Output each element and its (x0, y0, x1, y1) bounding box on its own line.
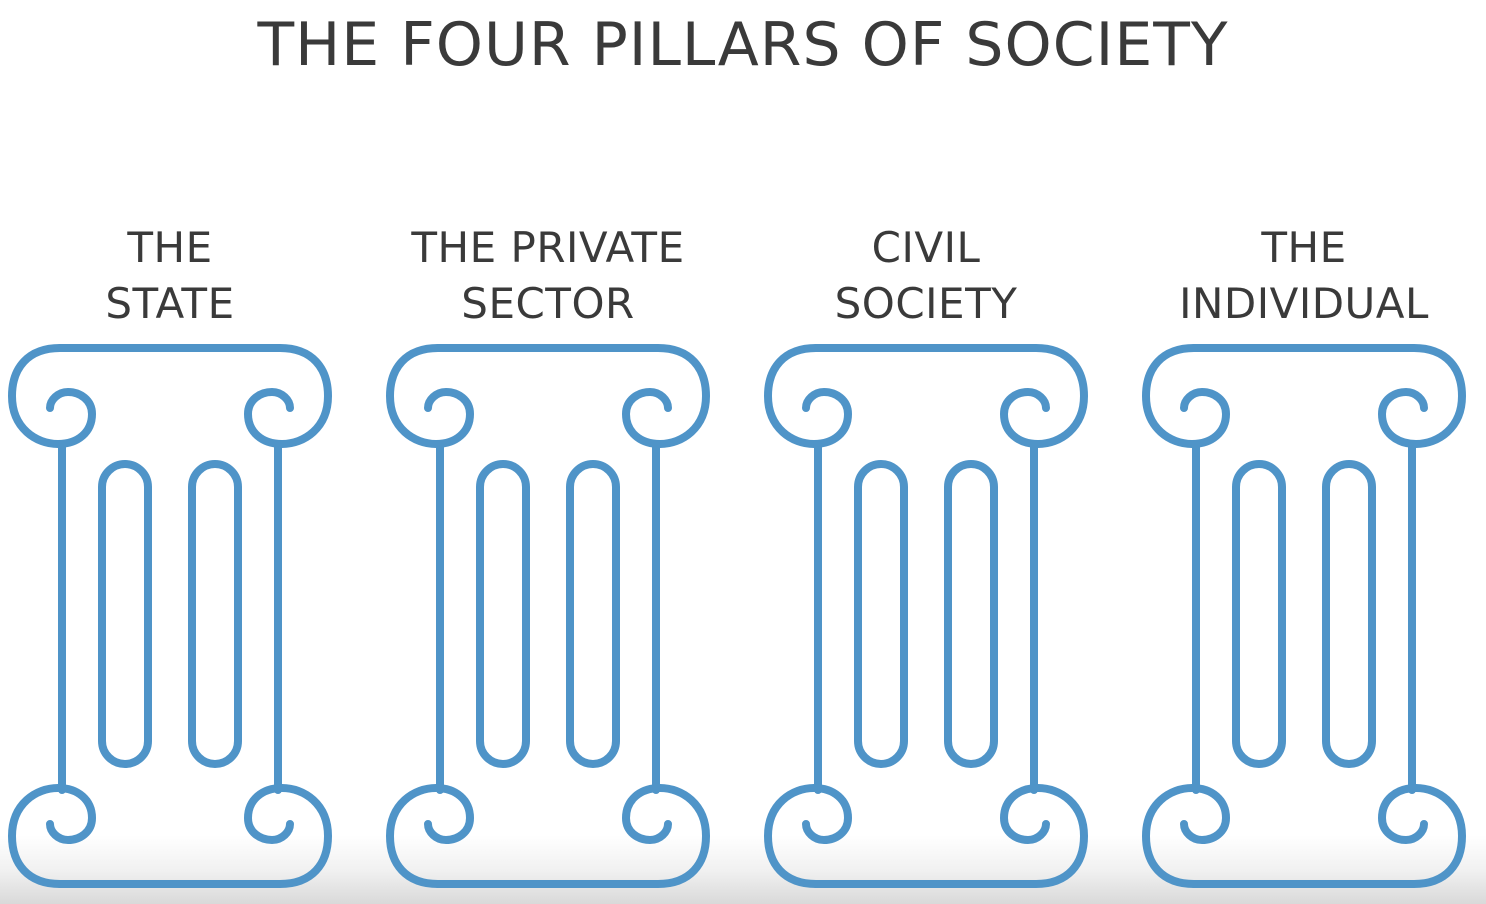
pillar-label: CIVIL SOCIETY (756, 220, 1096, 332)
ionic-column-icon (386, 344, 710, 888)
page-title: THE FOUR PILLARS OF SOCIETY (257, 10, 1229, 80)
pillar-label-line-1: THE PRIVATE (411, 223, 685, 272)
column-drawing (8, 344, 332, 888)
pillar-label-line-1: CIVIL (871, 223, 981, 272)
ionic-column-icon (1142, 344, 1466, 888)
pillar-the-private-sector: THE PRIVATE SECTOR (378, 220, 718, 900)
pillar-label: THE STATE (0, 220, 340, 332)
pillar-label: THE PRIVATE SECTOR (378, 220, 718, 332)
pillar-label-line-2: SECTOR (461, 279, 635, 328)
pillar-label-line-1: THE (127, 223, 213, 272)
column-drawing (1142, 344, 1466, 888)
ionic-column-icon (8, 344, 332, 888)
column-drawing (386, 344, 710, 888)
pillar-civil-society: CIVIL SOCIETY (756, 220, 1096, 900)
pillar-the-state: THE STATE (0, 220, 340, 900)
ionic-column-icon (764, 344, 1088, 888)
pillar-label-line-2: INDIVIDUAL (1179, 279, 1429, 328)
pillar-label-line-1: THE (1261, 223, 1347, 272)
pillar-the-individual: THE INDIVIDUAL (1134, 220, 1474, 900)
pillar-label: THE INDIVIDUAL (1134, 220, 1474, 332)
pillar-label-line-2: STATE (105, 279, 235, 328)
column-drawing (764, 344, 1088, 888)
pillar-label-line-2: SOCIETY (834, 279, 1018, 328)
